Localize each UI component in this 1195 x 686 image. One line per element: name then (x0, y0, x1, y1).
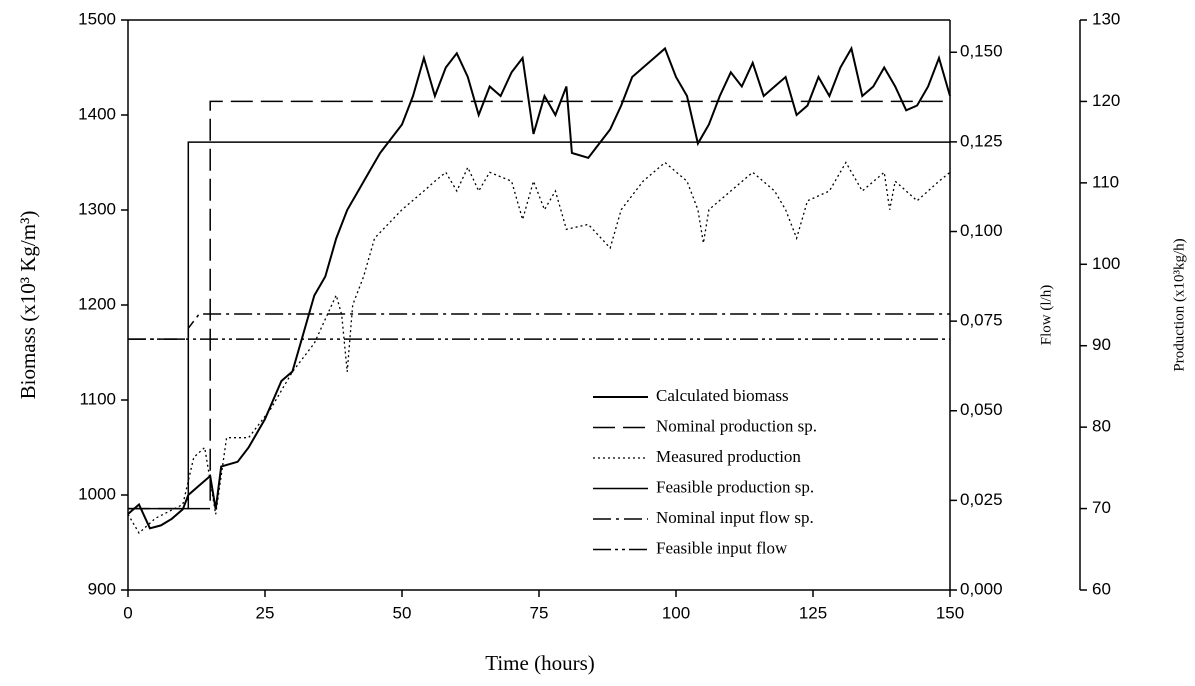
legend-label: Calculated biomass (656, 386, 789, 405)
x-tick-label: 75 (530, 603, 549, 622)
y3-tick-label: 120 (1092, 91, 1120, 110)
series-line (128, 100, 950, 510)
y-tick-label: 900 (88, 579, 116, 598)
y3-tick-label: 130 (1092, 9, 1120, 28)
x-tick-label: 0 (123, 603, 132, 622)
y2-axis-title: Flow (l/h) (1038, 285, 1054, 345)
y2-tick-label: 0,150 (960, 42, 1003, 61)
y3-tick-label: 60 (1092, 579, 1111, 598)
y-tick-label: 1100 (79, 389, 116, 408)
legend-label: Feasible input flow (656, 538, 788, 557)
legend-label: Feasible production sp. (656, 477, 814, 496)
legend-label: Nominal input flow sp. (656, 508, 814, 527)
y2-tick-label: 0,075 (960, 311, 1003, 330)
legend-label: Measured production (656, 447, 801, 466)
series-line (127, 45, 951, 530)
y-tick-label: 1400 (78, 104, 116, 123)
y3-tick-label: 90 (1092, 335, 1111, 354)
x-tick-label: 150 (936, 603, 964, 622)
series-line (128, 141, 950, 510)
series-line (128, 313, 950, 340)
y3-axis-title: Production (x10³kg/h) (1171, 238, 1187, 371)
x-tick-label: 100 (662, 603, 690, 622)
y-tick-label: 1000 (78, 484, 116, 503)
x-tick-label: 50 (393, 603, 412, 622)
y2-tick-label: 0,125 (960, 131, 1003, 150)
series-line (127, 161, 951, 535)
y-tick-label: 1200 (78, 294, 116, 313)
x-tick-label: 125 (799, 603, 827, 622)
x-tick-label: 25 (256, 603, 275, 622)
y3-tick-label: 80 (1092, 417, 1111, 436)
y2-tick-label: 0,025 (960, 490, 1003, 509)
y3-tick-label: 70 (1092, 498, 1111, 517)
x-axis-title: Time (hours) (485, 651, 594, 675)
y-tick-label: 1300 (78, 199, 116, 218)
y2-tick-label: 0,100 (960, 221, 1003, 240)
legend-label: Nominal production sp. (656, 416, 817, 435)
y-axis-title: Biomass (x10³ Kg/m³) (16, 211, 40, 400)
y3-tick-label: 110 (1092, 172, 1119, 191)
y2-tick-label: 0,000 (960, 579, 1003, 598)
y3-tick-label: 100 (1092, 254, 1120, 273)
y-tick-label: 1500 (78, 9, 116, 28)
y2-tick-label: 0,050 (960, 400, 1003, 419)
